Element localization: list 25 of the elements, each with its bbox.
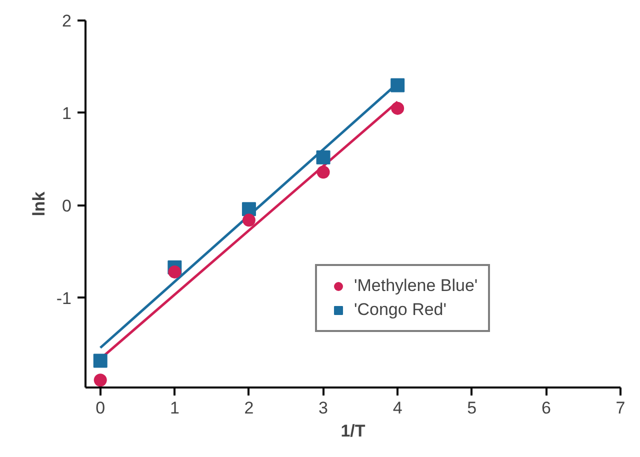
- y-tick-label: -1: [56, 288, 72, 308]
- x-tick-label: 7: [616, 398, 626, 418]
- point: [316, 150, 330, 164]
- point: [316, 166, 330, 179]
- y-tick-label: 1: [62, 104, 72, 123]
- point: [391, 102, 404, 115]
- x-tick-label: 3: [318, 398, 328, 418]
- x-tick-label: 2: [244, 398, 254, 418]
- x-tick-label: 0: [96, 398, 106, 418]
- legend-label: 'Congo Red': [354, 300, 446, 320]
- x-tick-label: 5: [467, 398, 477, 418]
- x-axis-title: 1/T: [340, 422, 366, 440]
- x-tick-label: 1: [170, 398, 180, 418]
- point: [168, 265, 182, 278]
- legend-label: 'Methylene Blue': [354, 276, 478, 296]
- y-axis-title: lnk: [29, 191, 48, 216]
- point: [242, 214, 256, 227]
- x-tick-label: 4: [392, 398, 402, 418]
- y-tick-label: 2: [62, 12, 72, 30]
- x-tick-label: 6: [541, 398, 551, 418]
- y-tick-label: 0: [62, 196, 72, 216]
- point: [93, 354, 108, 368]
- point: [94, 374, 107, 387]
- point: [242, 202, 256, 216]
- point: [390, 78, 405, 92]
